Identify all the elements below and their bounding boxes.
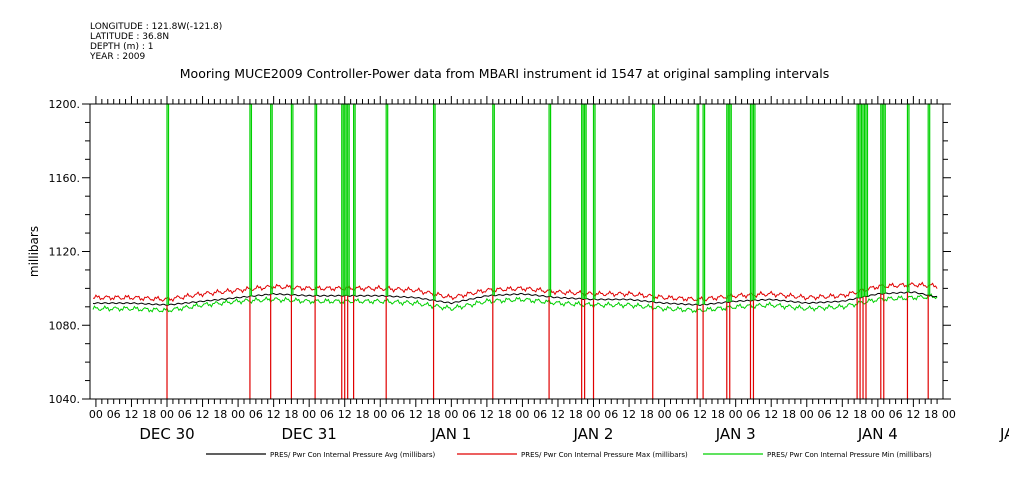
series-line-min	[92, 293, 938, 314]
series-line-avg	[92, 291, 938, 307]
plot-frame	[89, 103, 944, 400]
x-tick-label: 12	[409, 408, 423, 421]
y-tick-label: 1200.	[49, 98, 81, 111]
x-tick-label: 12	[764, 408, 778, 421]
x-tick-label: 06	[107, 408, 121, 421]
x-tick-label: 06	[675, 408, 689, 421]
x-tick-label: 12	[551, 408, 565, 421]
x-tick-label: 18	[782, 408, 796, 421]
x-tick-label: 12	[835, 408, 849, 421]
day-label: JAN 2	[573, 425, 614, 443]
x-tick-label: 06	[178, 408, 192, 421]
y-tick-label: 1160.	[49, 172, 81, 185]
x-tick-label: 00	[302, 408, 316, 421]
x-tick-labels: 00 06 12 18 00 06 12 18 00 06 12 18 00 06 12 18 00 06 12 18…	[89, 408, 956, 421]
x-tick-label: 18	[569, 408, 583, 421]
x-tick-label: 18	[427, 408, 441, 421]
x-tick-label: 12	[622, 408, 636, 421]
y-tick-label: 1120.	[49, 246, 81, 259]
x-tick-label: 18	[142, 408, 156, 421]
x-tick-label: 00	[515, 408, 529, 421]
x-tick-label: 00	[658, 408, 672, 421]
x-tick-label: 18	[924, 408, 938, 421]
chart-title: Mooring MUCE2009 Controller-Power data f…	[179, 66, 830, 81]
series-line-max	[93, 281, 938, 303]
x-tick-label: 12	[480, 408, 494, 421]
x-tick-label: 12	[693, 408, 707, 421]
day-label: DEC 30	[139, 425, 194, 443]
meta-latitude: LATITUDE : 36.8N	[90, 32, 170, 42]
day-label: DEC 31	[281, 425, 336, 443]
legend-label: PRES/ Pwr Con Internal Pressure Avg (mil…	[270, 451, 436, 459]
legend-label: PRES/ Pwr Con Internal Pressure Min (mil…	[767, 451, 932, 459]
x-tick-label: 00	[942, 408, 956, 421]
meta-depth: DEPTH (m) : 1	[90, 42, 154, 52]
x-tick-label: 06	[320, 408, 334, 421]
x-tick-label: 12	[267, 408, 281, 421]
legend: PRES/ Pwr Con Internal Pressure Avg (mil…	[206, 451, 932, 459]
x-tick-label: 06	[391, 408, 405, 421]
series-lines	[92, 103, 938, 399]
y-tick-labels: 1040. 1080. 1120. 1160. 1200.	[49, 98, 81, 406]
x-tick-label: 06	[533, 408, 547, 421]
x-tick-label: 00	[444, 408, 458, 421]
day-label: JAN 5	[999, 425, 1009, 443]
x-tick-label: 18	[284, 408, 298, 421]
meta-longitude: LONGITUDE : 121.8W(-121.8)	[90, 22, 223, 32]
legend-label: PRES/ Pwr Con Internal Pressure Max (mil…	[521, 451, 688, 459]
x-tick-label: 18	[213, 408, 227, 421]
x-tick-label: 06	[889, 408, 903, 421]
day-label: JAN 1	[430, 425, 471, 443]
x-tick-label: 00	[89, 408, 103, 421]
day-labels: DEC 30 DEC 31 JAN 1 JAN 2 JAN 3 JAN 4 JAN 5	[139, 425, 1009, 443]
x-tick-label: 00	[160, 408, 174, 421]
x-tick-label: 18	[711, 408, 725, 421]
x-tick-label: 12	[124, 408, 138, 421]
x-tick-label: 00	[729, 408, 743, 421]
x-tick-label: 00	[800, 408, 814, 421]
x-tick-label: 18	[853, 408, 867, 421]
day-label: JAN 4	[857, 425, 898, 443]
x-tick-label: 18	[498, 408, 512, 421]
x-tick-label: 00	[373, 408, 387, 421]
x-tick-label: 12	[906, 408, 920, 421]
x-tick-label: 00	[231, 408, 245, 421]
x-tick-label: 12	[338, 408, 352, 421]
x-tick-label: 06	[818, 408, 832, 421]
x-tick-label: 06	[462, 408, 476, 421]
x-tick-label: 18	[640, 408, 654, 421]
meta-year: YEAR : 2009	[90, 52, 146, 62]
x-tick-label: 06	[249, 408, 263, 421]
y-tick-label: 1040.	[49, 393, 81, 406]
x-tick-label: 18	[355, 408, 369, 421]
x-tick-label: 00	[871, 408, 885, 421]
axis-ticks	[82, 96, 951, 407]
day-label: JAN 3	[715, 425, 756, 443]
x-tick-label: 12	[196, 408, 210, 421]
y-tick-label: 1080.	[49, 319, 81, 332]
x-tick-label: 06	[746, 408, 760, 421]
y-axis-label: millibars	[27, 226, 41, 277]
x-tick-label: 00	[587, 408, 601, 421]
x-tick-label: 06	[604, 408, 618, 421]
